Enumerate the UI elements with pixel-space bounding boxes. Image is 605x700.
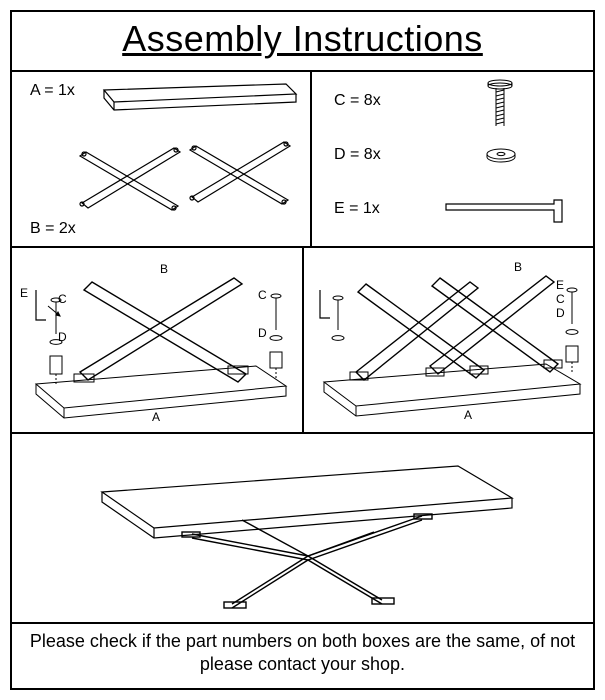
parts-panel-right: C = 8x D = 8x E = 1x: [312, 72, 593, 246]
part-e-label: E = 1x: [334, 200, 380, 218]
step1-label-b: B: [160, 262, 168, 276]
part-a-label: A = 1x: [30, 82, 75, 100]
step1-label-e-left: E: [20, 286, 28, 300]
step2-label-c: C: [556, 292, 565, 306]
assembly-step-2-diagram: [310, 254, 588, 428]
step1-label-c-left: C: [58, 292, 67, 306]
final-panel: [12, 434, 593, 624]
part-d-label: D = 8x: [334, 146, 381, 164]
assembly-step-1: B A E C D C D: [12, 248, 304, 432]
footer-text: Please check if the part numbers on both…: [22, 630, 583, 675]
footer-box: Please check if the part numbers on both…: [12, 624, 593, 681]
assembly-step-2: B A E C D: [304, 248, 593, 432]
step1-label-d-right: D: [258, 326, 267, 340]
part-d-icon: [484, 146, 518, 166]
part-c-label: C = 8x: [334, 92, 381, 110]
step2-label-a: A: [464, 408, 472, 422]
part-b-icon: [72, 120, 302, 240]
step2-label-d: D: [556, 306, 565, 320]
parts-panel-left: A = 1x B = 2x: [12, 72, 312, 246]
part-c-icon: [480, 78, 520, 130]
part-a-icon: [100, 80, 300, 114]
page-title: Assembly Instructions: [122, 18, 483, 59]
step1-label-a: A: [152, 410, 160, 424]
step2-label-b: B: [514, 260, 522, 274]
step2-label-e: E: [556, 278, 564, 292]
part-b-label: B = 2x: [30, 220, 76, 238]
part-e-icon: [442, 198, 572, 226]
instruction-sheet: Assembly Instructions A = 1x B = 2x: [10, 10, 595, 690]
parts-row: A = 1x B = 2x: [12, 72, 593, 248]
step1-label-d-left: D: [58, 330, 67, 344]
final-table-diagram: [82, 446, 526, 616]
assembly-row: B A E C D C D: [12, 248, 593, 434]
title-box: Assembly Instructions: [12, 12, 593, 72]
step1-label-c-right: C: [258, 288, 267, 302]
